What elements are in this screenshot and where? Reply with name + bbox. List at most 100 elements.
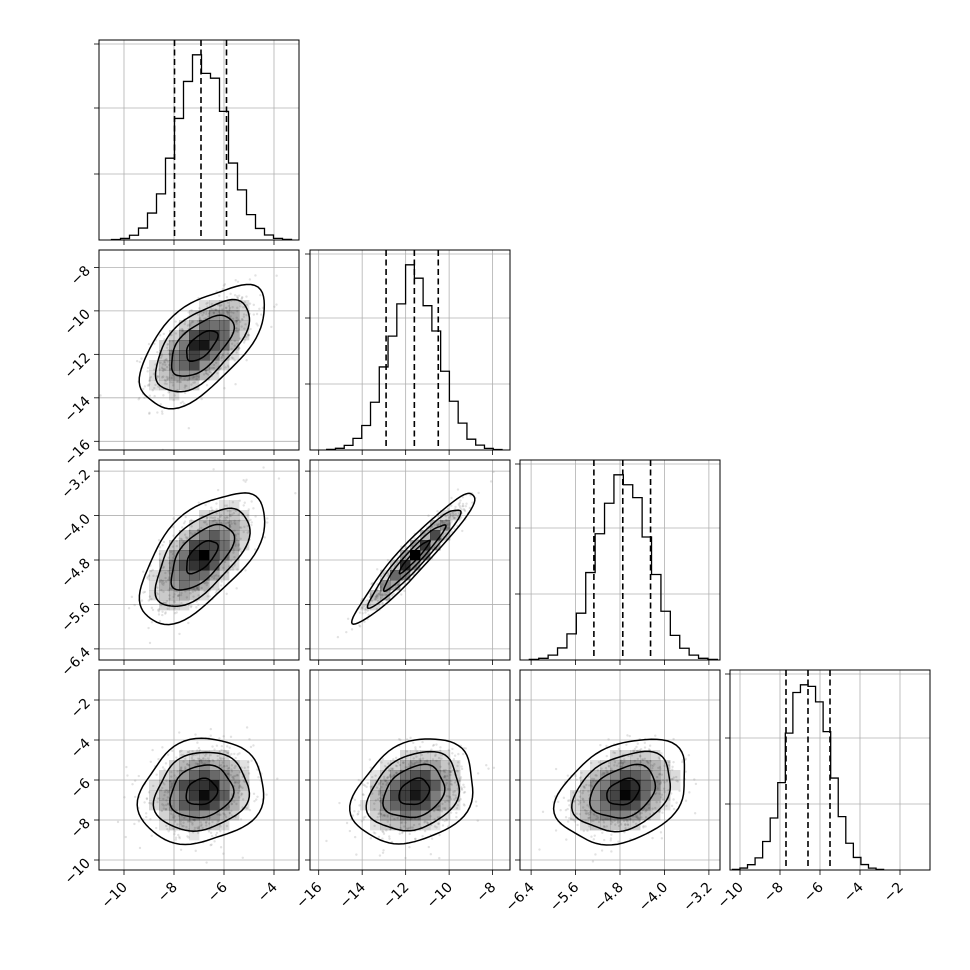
sample-point: [225, 592, 228, 596]
sample-point: [589, 784, 593, 787]
sample-point: [148, 378, 151, 382]
sample-point: [362, 793, 365, 797]
sample-point: [236, 306, 239, 310]
sample-point: [228, 523, 231, 527]
y-tick-label: −4.8: [58, 556, 93, 591]
y-tick-label: −4.0: [58, 511, 93, 546]
x-tick-label: −8: [155, 880, 181, 906]
sample-point: [147, 574, 151, 577]
sample-point: [154, 363, 157, 366]
sample-point: [210, 834, 214, 838]
panel-frame: [309, 669, 511, 871]
density-cell: [610, 820, 621, 831]
sample-point: [241, 318, 244, 321]
sample-point: [166, 378, 169, 381]
sample-point: [444, 514, 448, 518]
density-cell: [159, 770, 170, 781]
sample-point: [186, 378, 189, 382]
sample-point: [235, 327, 238, 330]
sample-point: [206, 515, 209, 519]
sample-point: [255, 322, 258, 325]
sample-point: [143, 396, 146, 400]
sample-point: [385, 598, 388, 602]
density-contour: [366, 509, 462, 610]
sample-point: [362, 818, 365, 821]
sample-point: [398, 763, 402, 767]
sample-point: [188, 819, 191, 823]
sample-point: [164, 789, 167, 792]
sample-point: [230, 809, 233, 813]
sample-point: [160, 354, 164, 357]
sample-point: [202, 310, 205, 314]
sample-point: [177, 593, 181, 597]
sample-point: [162, 807, 165, 810]
sample-point: [223, 283, 227, 286]
sample-point: [369, 766, 372, 769]
sample-point: [211, 366, 214, 370]
density-cell: [169, 390, 180, 401]
sample-point: [356, 812, 360, 816]
sample-point: [618, 820, 622, 824]
sample-point: [232, 549, 236, 552]
sample-point: [161, 369, 165, 373]
sample-point: [163, 378, 167, 382]
density-cell: [590, 820, 601, 831]
density-cell: [169, 800, 180, 811]
sample-point: [385, 829, 388, 832]
sample-point: [216, 517, 220, 520]
density-cell: [149, 590, 160, 601]
density-cell: [199, 530, 210, 541]
sample-point: [171, 545, 175, 548]
sample-point: [414, 748, 417, 751]
sample-point: [651, 764, 655, 768]
sample-point: [392, 592, 396, 596]
sample-point: [147, 791, 151, 794]
sample-point: [444, 768, 447, 772]
sample-point: [640, 816, 643, 819]
sample-point: [405, 750, 409, 753]
density-cell: [189, 590, 200, 601]
sample-point: [190, 383, 193, 386]
sample-point: [214, 308, 217, 312]
sample-point: [205, 384, 209, 387]
sample-point: [436, 816, 440, 819]
sample-point: [137, 398, 140, 401]
sample-point: [231, 775, 234, 779]
sample-point: [178, 837, 181, 840]
sample-point: [594, 774, 597, 777]
sample-point: [364, 608, 367, 612]
sample-point: [576, 798, 579, 802]
sample-point: [215, 508, 218, 511]
sample-point: [174, 589, 177, 593]
sample-point: [246, 334, 250, 337]
sample-point: [147, 342, 151, 346]
sample-point: [446, 513, 450, 516]
sample-point: [205, 310, 208, 314]
sample-point: [455, 806, 459, 810]
density-cell: [610, 750, 621, 761]
sample-point: [419, 759, 422, 763]
sample-point: [229, 773, 232, 777]
sample-point: [186, 324, 190, 327]
sample-point: [386, 815, 389, 818]
sample-point: [459, 776, 463, 779]
sample-point: [377, 790, 381, 793]
sample-point: [636, 749, 639, 753]
sample-point: [167, 391, 170, 394]
x-tick-label: −10: [99, 880, 131, 912]
sample-point: [234, 279, 237, 282]
sample-point: [357, 810, 360, 813]
sample-point: [379, 780, 383, 783]
sample-point: [181, 329, 185, 333]
sample-point: [238, 347, 241, 350]
sample-point: [635, 814, 638, 817]
density-cell: [159, 580, 170, 591]
density-cell: [189, 360, 200, 371]
sample-point: [147, 599, 150, 602]
density-cell: [580, 800, 591, 811]
sample-point: [209, 367, 212, 370]
sample-point: [621, 762, 625, 765]
sample-point: [441, 824, 445, 827]
density-cell: [229, 340, 240, 351]
sample-point: [242, 479, 245, 482]
